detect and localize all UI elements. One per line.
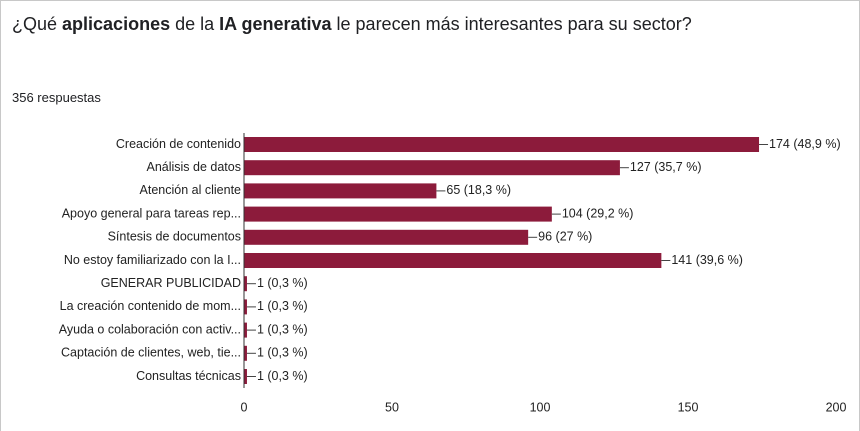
title-run: IA generativa — [219, 14, 332, 34]
y-tick-label: Consultas técnicas — [136, 369, 241, 383]
y-tick-label: Creación de contenido — [116, 137, 241, 151]
y-tick-label: Síntesis de documentos — [108, 230, 241, 244]
value-label: 1 (0,3 %) — [257, 346, 308, 360]
bar — [244, 160, 620, 176]
title-run: aplicaciones — [62, 14, 171, 34]
title-run: le parecen más interesantes para su sect… — [331, 14, 692, 34]
bar — [244, 276, 247, 292]
value-label: 1 (0,3 %) — [257, 322, 308, 336]
bar — [244, 299, 247, 315]
value-label: 141 (39,6 %) — [671, 253, 743, 267]
x-tick-label: 50 — [385, 400, 399, 414]
bar — [244, 369, 247, 384]
chart: 0 50 100 150 200 Creación de contenido 174 (48… — [59, 133, 847, 414]
bar — [244, 345, 247, 361]
chart-title: ¿Qué aplicaciones de la IA generativa le… — [12, 10, 732, 38]
bar — [244, 229, 529, 245]
x-tick-label: 0 — [241, 400, 248, 414]
value-label: 96 (27 %) — [538, 230, 592, 244]
x-tick-label: 200 — [826, 400, 847, 414]
title-run: de la — [170, 14, 220, 34]
bar — [244, 183, 437, 199]
y-tick-label: Apoyo general para tareas rep... — [62, 206, 241, 220]
value-label: 1 (0,3 %) — [257, 299, 308, 313]
title-run: ¿Qué — [12, 14, 63, 34]
value-label: 127 (35,7 %) — [630, 160, 702, 174]
bar — [244, 322, 247, 338]
y-tick-label: GENERAR PUBLICIDAD — [101, 276, 241, 290]
value-label: 65 (18,3 %) — [446, 183, 511, 197]
y-tick-label: Ayuda o colaboración con activ... — [59, 322, 241, 336]
y-tick-label: No estoy familiarizado con la I... — [64, 253, 241, 267]
y-tick-label: Análisis de datos — [146, 160, 241, 174]
chart-subtitle: 356 respuestas — [12, 90, 101, 105]
x-tick-label: 100 — [530, 400, 551, 414]
y-tick-label: La creación contenido de mom... — [60, 299, 241, 313]
y-tick-label: Atención al cliente — [140, 183, 242, 197]
value-label: 174 (48,9 %) — [769, 137, 841, 151]
x-tick-label: 150 — [678, 400, 699, 414]
value-label: 104 (29,2 %) — [562, 206, 634, 220]
bar — [244, 253, 662, 268]
value-label: 1 (0,3 %) — [257, 369, 308, 383]
value-label: 1 (0,3 %) — [257, 276, 308, 290]
bar — [244, 137, 760, 152]
bar — [244, 206, 552, 222]
y-tick-label: Captación de clientes, web, tie... — [61, 346, 241, 360]
